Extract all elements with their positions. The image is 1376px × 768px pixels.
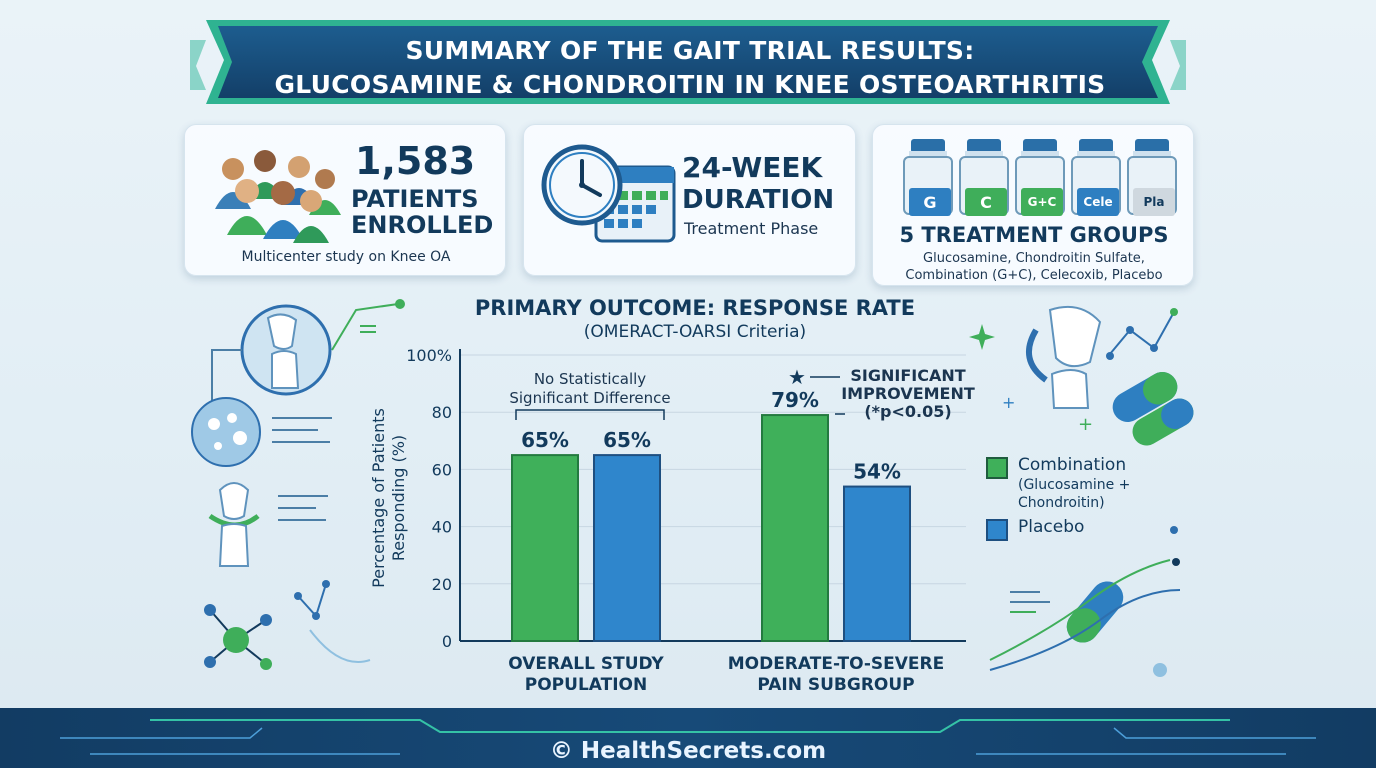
title-banner: SUMMARY OF THE GAIT TRIAL RESULTS: GLUCO…	[0, 0, 1376, 130]
no-significant-difference-annotation: No Statistically Significant Difference	[480, 370, 700, 408]
legend-item-combination: Combination (Glucosamine + Chondroitin)	[986, 455, 1176, 517]
clock-calendar-icon	[541, 144, 676, 243]
treatment-groups-card: G C G+C Cele Pla 5 TREATMENT GROUPS Glucosam…	[872, 124, 1194, 286]
cartilage-cells-icon	[191, 397, 261, 467]
graph-capsule-icon	[989, 526, 1181, 677]
y-axis-label: Percentage of PatientsResponding (%)	[369, 408, 408, 588]
svg-text:+: +	[1078, 414, 1093, 435]
annotation-right-line3: (*p<0.05)	[864, 402, 952, 421]
bottle-label: G+C	[1021, 188, 1063, 216]
duration-label-line2: DURATION	[682, 185, 835, 215]
bone-joint-icon	[208, 482, 260, 567]
medicine-bottle-c: C	[959, 139, 1009, 216]
y-tick-label: 60	[432, 460, 452, 479]
chart-legend: Combination (Glucosamine + Chondroitin) …	[986, 455, 1176, 541]
patients-count: 1,583	[355, 139, 476, 183]
annotation-left-line2: Significant Difference	[509, 389, 671, 407]
duration-label-line1: 24-WEEK	[682, 151, 823, 184]
response-rate-bar-chart: 0 20 40 60 80 100% Percentage of PatientsRespo…	[369, 346, 966, 651]
bar-value-label: 65%	[603, 428, 651, 452]
bar-placebo-subgroup	[843, 485, 911, 642]
patients-card: 1,583 PATIENTS ENROLLED Multicenter stud…	[184, 124, 506, 276]
banner-ribbon-shape	[190, 20, 1186, 104]
y-tick-label: 0	[442, 632, 452, 651]
legend-swatch-placebo	[986, 519, 1008, 541]
footer-bar: © HealthSecrets.com	[0, 708, 1376, 768]
treatment-groups-heading: 5 TREATMENT GROUPS	[899, 223, 1169, 247]
annotation-right-line2: IMPROVEMENT	[841, 384, 975, 403]
chart-subtitle: (OMERACT-OARSI Criteria)	[583, 322, 807, 342]
right-decoration: + +	[969, 306, 1194, 677]
molecule-icon	[204, 580, 371, 670]
copyright-text: © HealthSecrets.com	[549, 738, 827, 764]
medicine-bottle-cele: Cele	[1071, 139, 1121, 216]
legend-note-line1: (Glucosamine +	[1018, 477, 1131, 493]
bar-combination-subgroup	[761, 414, 829, 642]
capsules-icon	[1112, 372, 1194, 446]
y-tick-label: 40	[432, 518, 452, 537]
chart-title: PRIMARY OUTCOME: RESPONSE RATE	[474, 296, 916, 320]
banner-title: SUMMARY OF THE GAIT TRIAL RESULTS: GLUCO…	[230, 30, 1150, 106]
treatment-groups-list-line1: Glucosamine, Chondroitin Sulfate,	[923, 251, 1145, 266]
bar-value-label: 54%	[853, 460, 901, 484]
bar-placebo-overall	[593, 454, 661, 642]
category-overall-line2: POPULATION	[524, 675, 648, 695]
bar-value-label: 65%	[521, 428, 569, 452]
bracket-line	[515, 409, 665, 420]
knee-joint-icon	[240, 304, 332, 396]
medicine-bottle-g: G	[903, 139, 953, 216]
category-subgroup-line2: PAIN SUBGROUP	[757, 675, 915, 695]
bottle-label: G	[909, 188, 951, 216]
duration-card: 24-WEEK DURATION Treatment Phase	[523, 124, 856, 276]
annotation-right-line1: SIGNIFICANT	[850, 366, 966, 385]
bottle-label: C	[965, 188, 1007, 216]
legend-item-placebo: Placebo	[986, 517, 1176, 541]
patients-group-icon	[215, 150, 341, 243]
bar-combination-overall	[511, 454, 579, 642]
category-subgroup-line1: MODERATE-TO-SEVERE	[727, 654, 945, 674]
medicine-bottle-pla: Pla	[1127, 139, 1177, 216]
medicine-bottle-gc: G+C	[1015, 139, 1065, 216]
category-overall-line1: OVERALL STUDY	[508, 654, 664, 674]
annotation-left-line1: No Statistically	[533, 370, 647, 388]
treatment-groups-list-line2: Combination (G+C), Celecoxib, Placebo	[905, 268, 1163, 283]
bottle-label: Cele	[1077, 188, 1119, 216]
bottle-label: Pla	[1133, 188, 1175, 216]
footer-circuit-lines	[60, 719, 1316, 755]
knee-joint-icon-right	[1025, 306, 1102, 409]
duration-subtitle: Treatment Phase	[684, 219, 819, 238]
significant-improvement-annotation: SIGNIFICANT IMPROVEMENT (*p<0.05)	[828, 367, 988, 421]
banner-title-line2: GLUCOSAMINE & CHONDROITIN IN KNEE OSTEOA…	[274, 70, 1106, 99]
patients-label-line1: PATIENTS	[351, 185, 479, 213]
category-label-overall: OVERALL STUDY POPULATION	[486, 654, 686, 696]
legend-note-line2: Chondroitin)	[1018, 495, 1105, 511]
banner-title-line1: SUMMARY OF THE GAIT TRIAL RESULTS:	[405, 36, 975, 65]
svg-text:+: +	[1002, 393, 1015, 412]
category-label-subgroup: MODERATE-TO-SEVERE PAIN SUBGROUP	[716, 654, 956, 696]
bar-value-label: 79%	[771, 388, 819, 412]
star-icon: ★	[788, 365, 806, 389]
legend-label-combination: Combination	[1018, 455, 1127, 475]
legend-label-placebo: Placebo	[1018, 517, 1085, 537]
y-tick-label: 80	[432, 403, 452, 422]
left-decoration	[191, 299, 405, 670]
patients-subtitle: Multicenter study on Knee OA	[241, 249, 451, 265]
patients-label-line2: ENROLLED	[351, 211, 494, 239]
y-tick-label: 100%	[406, 346, 452, 365]
y-tick-label: 20	[432, 575, 452, 594]
legend-swatch-combination	[986, 457, 1008, 479]
